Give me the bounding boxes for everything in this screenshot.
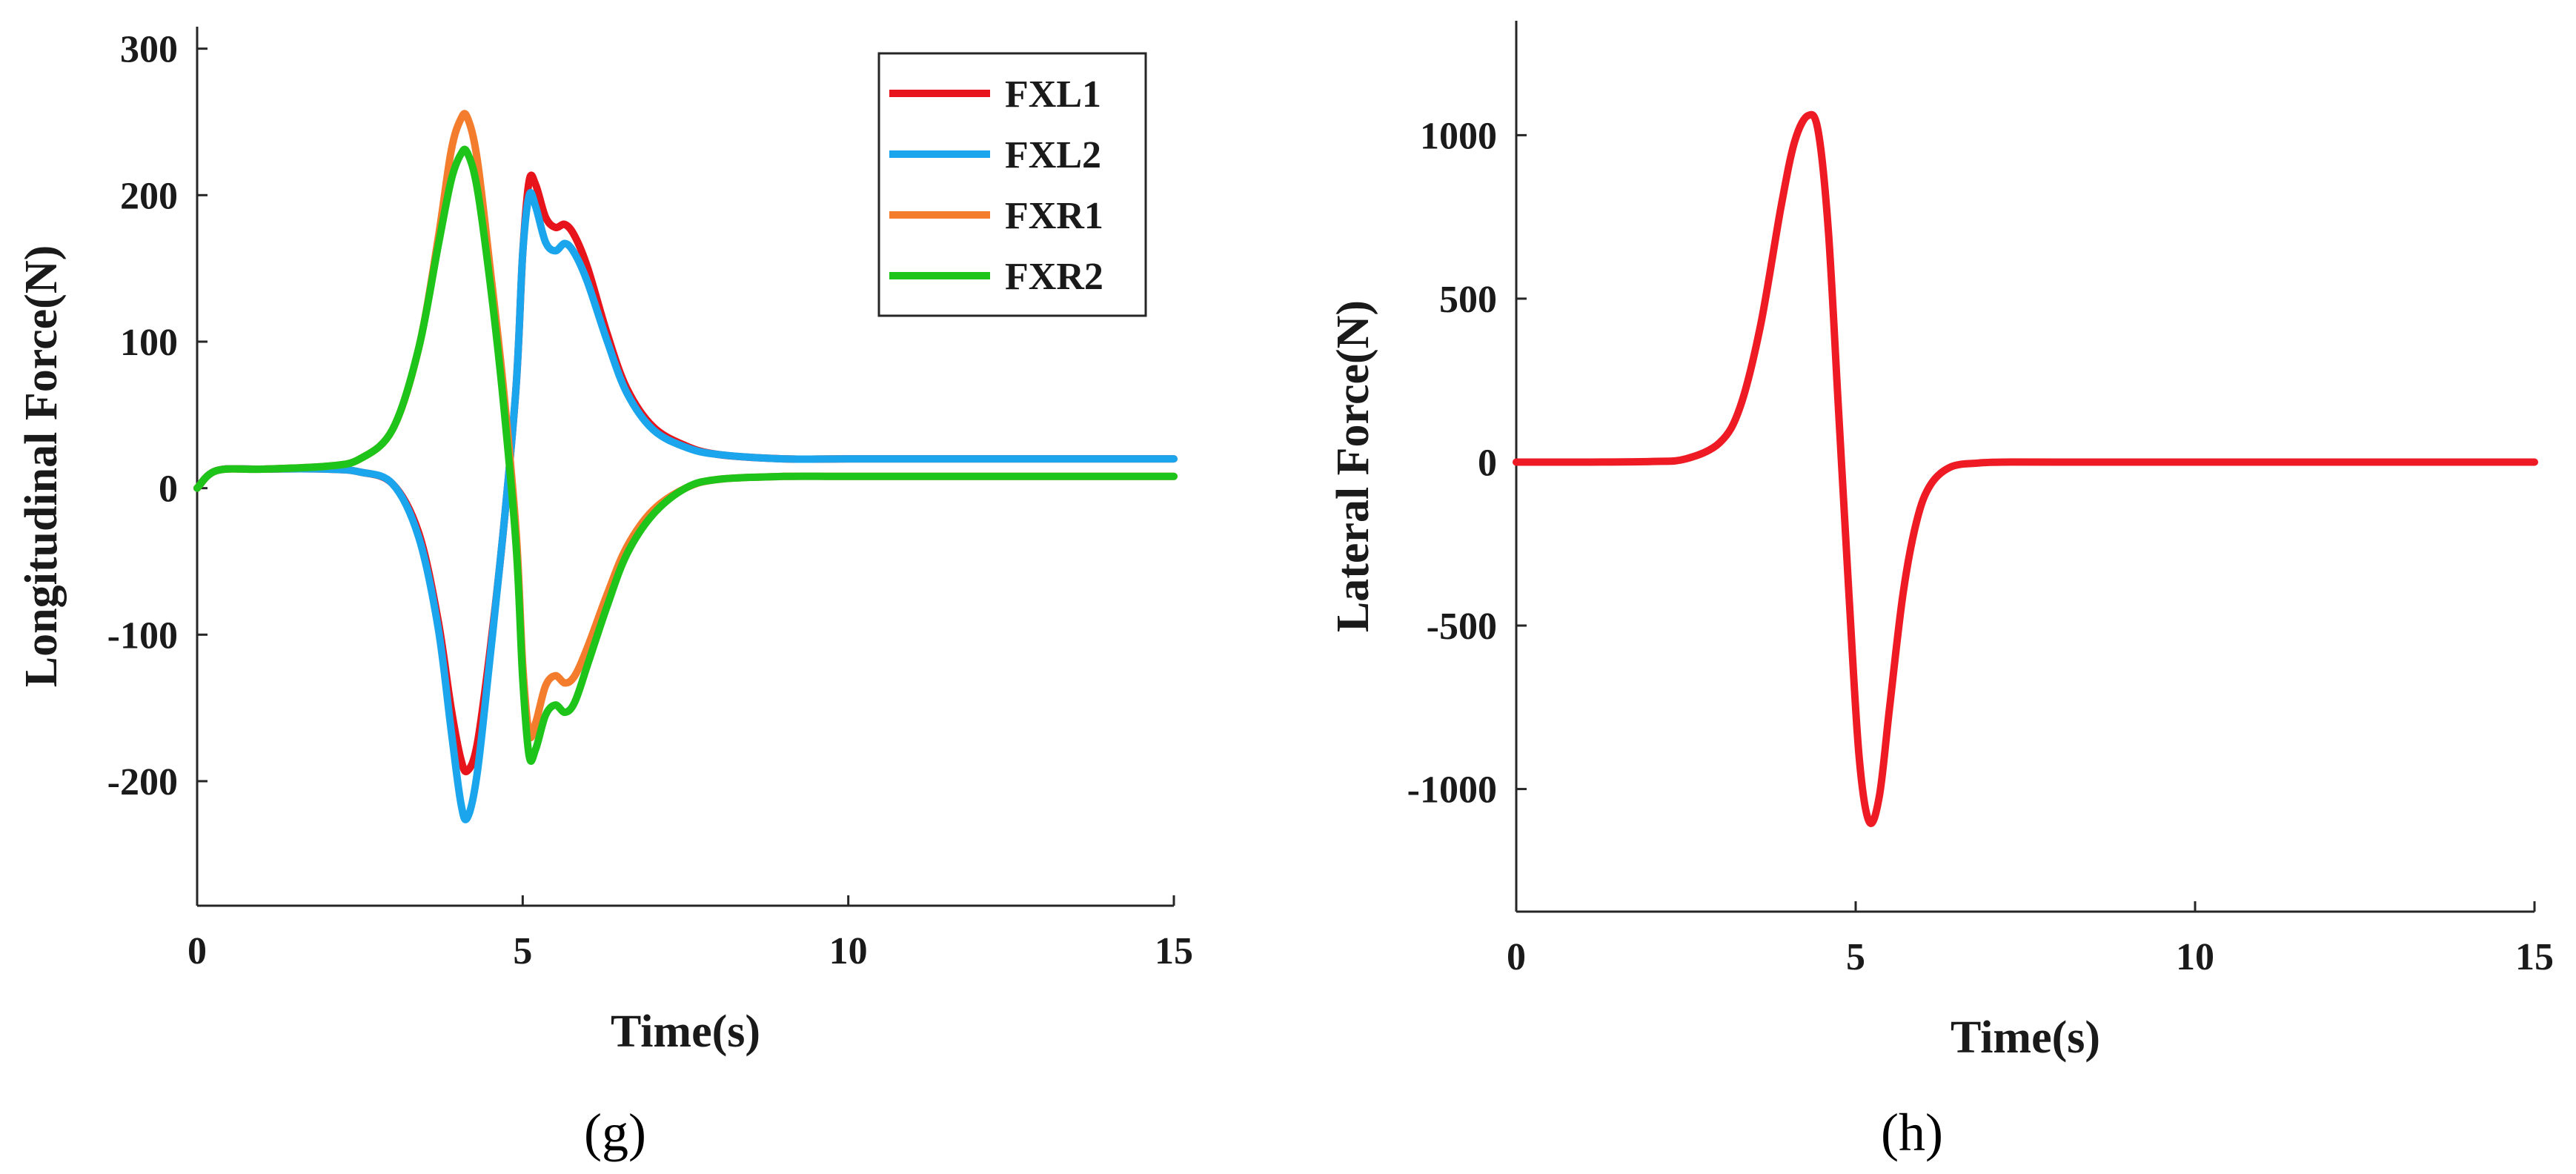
x-tick-label: 10 xyxy=(829,930,868,972)
y-tick-label: 300 xyxy=(120,29,178,71)
x-tick-label: 10 xyxy=(2176,936,2214,978)
legend-label: FXR1 xyxy=(1005,195,1103,237)
x-tick-label: 0 xyxy=(1507,936,1526,978)
chart-g: 0 5 10 15 -200 -100 0 100 200 300 Time(s) Longitudi… xyxy=(16,27,1193,1162)
y-tick-label: 100 xyxy=(120,322,178,364)
x-tick-label: 5 xyxy=(513,930,532,972)
legend-label: FXR2 xyxy=(1005,256,1103,298)
y-tick-label: 200 xyxy=(120,175,178,217)
x-axis-title: Time(s) xyxy=(1951,1012,2100,1063)
y-tick-label: -200 xyxy=(107,761,178,803)
y-axis-title: Longitudinal Force(N) xyxy=(16,245,67,687)
legend-label: FXL1 xyxy=(1005,73,1101,116)
y-tick-label: -1000 xyxy=(1407,769,1497,812)
x-tick-label: 0 xyxy=(187,930,207,972)
x-tick-label: 15 xyxy=(2515,936,2554,978)
series-line-fxr2 xyxy=(193,145,1178,765)
chart-h: 0 5 10 15 -1000 -500 0 500 1000 Time(s) Lateral Fo… xyxy=(1328,21,2554,1162)
panel-label: (h) xyxy=(1881,1103,1943,1162)
legend-label: FXL2 xyxy=(1005,134,1101,176)
y-tick-label: -100 xyxy=(107,614,178,657)
y-tick-label: 0 xyxy=(1478,442,1497,484)
series-line-lateral-force xyxy=(1513,110,2538,827)
panel-label: (g) xyxy=(584,1103,646,1162)
y-axis-title: Lateral Force(N) xyxy=(1328,300,1378,632)
y-tick-label: 1000 xyxy=(1420,115,1497,157)
y-tick-label: 0 xyxy=(159,468,178,511)
y-tick-label: -500 xyxy=(1427,606,1497,648)
series-line-fxl2 xyxy=(193,188,1178,823)
x-tick-label: 15 xyxy=(1155,930,1193,972)
x-axis-title: Time(s) xyxy=(611,1006,760,1057)
y-tick-label: 500 xyxy=(1439,279,1497,321)
x-tick-label: 5 xyxy=(1846,936,1865,978)
